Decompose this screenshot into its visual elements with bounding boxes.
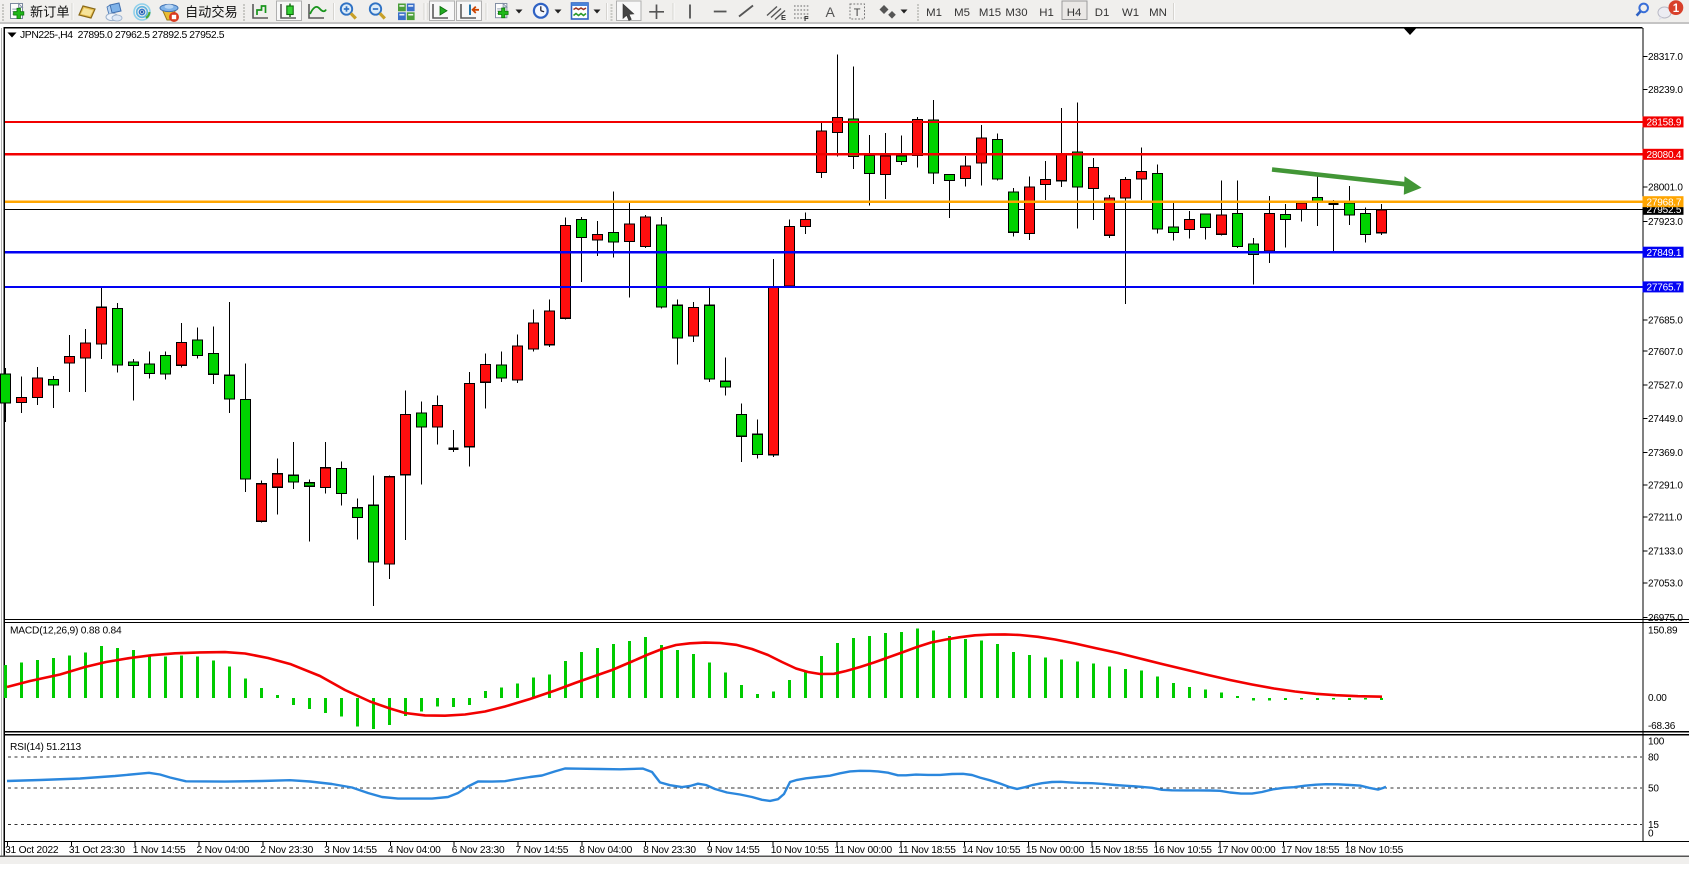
svg-text:6 Nov 23:30: 6 Nov 23:30	[452, 845, 505, 856]
svg-text:W1: W1	[1122, 7, 1139, 19]
svg-text:8 Nov 23:30: 8 Nov 23:30	[643, 845, 696, 856]
svg-text:-68.36: -68.36	[1648, 721, 1676, 732]
svg-text:7 Nov 14:55: 7 Nov 14:55	[516, 845, 569, 856]
svg-text:27607.0: 27607.0	[1648, 347, 1683, 358]
svg-text:10 Nov 10:55: 10 Nov 10:55	[771, 845, 830, 856]
svg-text:16 Nov 10:55: 16 Nov 10:55	[1154, 845, 1213, 856]
svg-text:11 Nov 18:55: 11 Nov 18:55	[898, 845, 956, 856]
svg-text:2 Nov 04:00: 2 Nov 04:00	[197, 845, 250, 856]
svg-text:0.00: 0.00	[1648, 693, 1667, 704]
svg-text:11 Nov 00:00: 11 Nov 00:00	[835, 845, 893, 856]
svg-text:9 Nov 14:55: 9 Nov 14:55	[707, 845, 760, 856]
svg-text:M1: M1	[926, 7, 942, 19]
svg-text:8 Nov 04:00: 8 Nov 04:00	[579, 845, 632, 856]
svg-text:17 Nov 00:00: 17 Nov 00:00	[1217, 845, 1276, 856]
svg-text:80: 80	[1648, 753, 1659, 764]
svg-text:新订单: 新订单	[30, 5, 70, 20]
svg-text:F: F	[804, 14, 809, 23]
svg-text:28080.4: 28080.4	[1647, 150, 1682, 161]
svg-text:28001.0: 28001.0	[1648, 183, 1683, 194]
svg-text:15 Nov 18:55: 15 Nov 18:55	[1090, 845, 1149, 856]
svg-text:A: A	[826, 4, 836, 20]
svg-text:14 Nov 10:55: 14 Nov 10:55	[962, 845, 1021, 856]
svg-text:27369.0: 27369.0	[1648, 448, 1683, 459]
svg-text:28317.0: 28317.0	[1648, 52, 1683, 63]
svg-text:自动交易: 自动交易	[185, 4, 238, 20]
svg-text:150.89: 150.89	[1648, 626, 1678, 637]
svg-text:27968.7: 27968.7	[1647, 198, 1682, 209]
svg-text:27765.7: 27765.7	[1647, 283, 1682, 294]
svg-text:17 Nov 18:55: 17 Nov 18:55	[1281, 845, 1340, 856]
svg-text:15 Nov 00:00: 15 Nov 00:00	[1026, 845, 1085, 856]
svg-text:MN: MN	[1149, 7, 1167, 19]
svg-text:1 Nov 14:55: 1 Nov 14:55	[133, 845, 186, 856]
svg-text:27291.0: 27291.0	[1648, 481, 1683, 492]
svg-text:1: 1	[1673, 3, 1680, 15]
svg-text:27849.1: 27849.1	[1647, 248, 1682, 259]
svg-text:31 Oct 23:30: 31 Oct 23:30	[69, 845, 125, 856]
svg-text:MACD(12,26,9) 0.88 0.84: MACD(12,26,9) 0.88 0.84	[10, 626, 122, 637]
svg-text:26975.0: 26975.0	[1648, 613, 1683, 624]
svg-text:3 Nov 14:55: 3 Nov 14:55	[324, 845, 377, 856]
svg-text:31 Oct 2022: 31 Oct 2022	[5, 845, 59, 856]
svg-text:H1: H1	[1039, 7, 1054, 19]
svg-text:0: 0	[1648, 829, 1654, 840]
svg-text:H4: H4	[1067, 7, 1082, 19]
svg-text:27449.0: 27449.0	[1648, 414, 1683, 425]
svg-text:RSI(14) 51.2113: RSI(14) 51.2113	[10, 742, 82, 753]
svg-text:28239.0: 28239.0	[1648, 85, 1683, 96]
svg-text:27053.0: 27053.0	[1648, 579, 1683, 590]
svg-text:M5: M5	[954, 7, 970, 19]
svg-text:27685.0: 27685.0	[1648, 316, 1683, 327]
svg-text:E: E	[781, 13, 786, 22]
svg-text:2 Nov 23:30: 2 Nov 23:30	[260, 845, 313, 856]
svg-text:27211.0: 27211.0	[1648, 513, 1683, 524]
svg-text:100: 100	[1648, 737, 1665, 748]
svg-text:D1: D1	[1095, 7, 1110, 19]
svg-text:T: T	[854, 7, 861, 19]
svg-text:27923.0: 27923.0	[1648, 217, 1683, 228]
svg-text:M15: M15	[979, 7, 1001, 19]
svg-text:27133.0: 27133.0	[1648, 547, 1683, 558]
svg-text:27527.0: 27527.0	[1648, 381, 1683, 392]
svg-text:18 Nov 10:55: 18 Nov 10:55	[1345, 845, 1404, 856]
svg-text:28158.9: 28158.9	[1647, 118, 1682, 129]
svg-text:4 Nov 04:00: 4 Nov 04:00	[388, 845, 441, 856]
svg-text:M30: M30	[1005, 7, 1027, 19]
svg-text:50: 50	[1648, 784, 1659, 795]
